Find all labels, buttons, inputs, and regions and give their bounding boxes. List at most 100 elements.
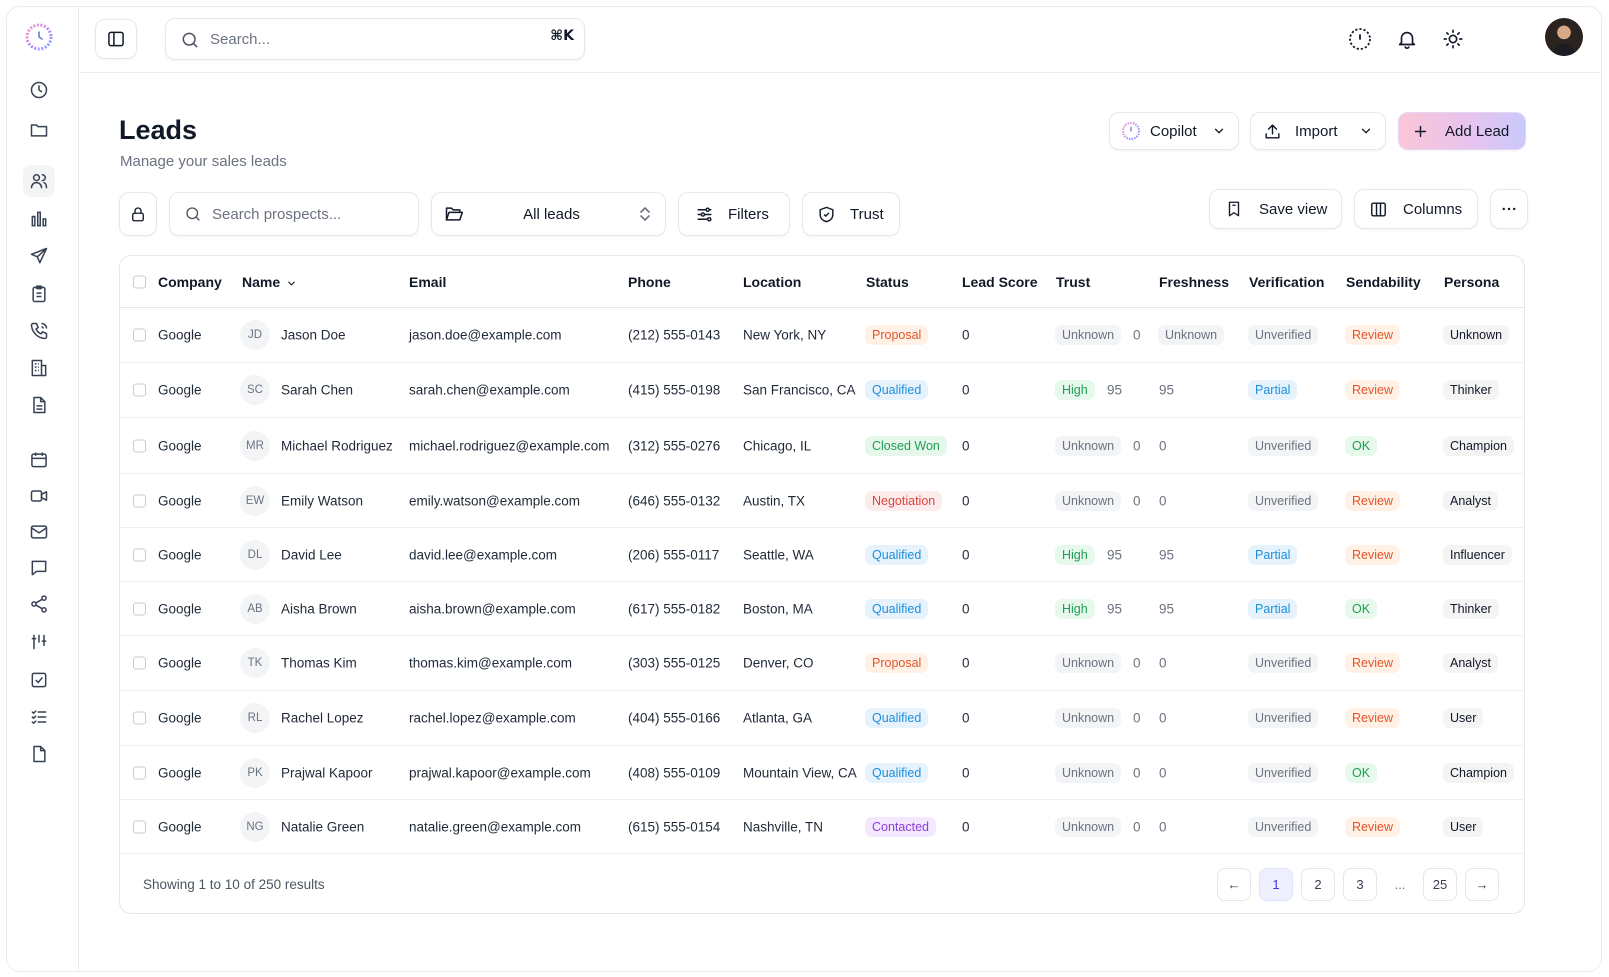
select-all-checkbox[interactable] bbox=[133, 275, 146, 288]
add-lead-button[interactable]: Add Lead bbox=[1398, 112, 1526, 150]
save-view-button[interactable]: Save view bbox=[1209, 189, 1342, 229]
nav-video-icon[interactable] bbox=[23, 480, 55, 512]
next-page-button[interactable]: → bbox=[1465, 868, 1499, 901]
nav-document-icon[interactable] bbox=[23, 389, 55, 421]
global-search-input[interactable] bbox=[210, 27, 510, 51]
cell-name[interactable]: Prajwal Kapoor bbox=[281, 765, 373, 780]
cell-email[interactable]: emily.watson@example.com bbox=[409, 493, 581, 508]
page-3-button[interactable]: 3 bbox=[1343, 868, 1377, 901]
cell-email[interactable]: jason.doe@example.com bbox=[409, 327, 562, 343]
row-checkbox[interactable] bbox=[133, 656, 146, 670]
col-company[interactable]: Company bbox=[158, 274, 222, 290]
cell-email[interactable]: natalie.green@example.com bbox=[409, 819, 582, 834]
cell-email[interactable]: sarah.chen@example.com bbox=[409, 382, 570, 398]
cell-name[interactable]: Jason Doe bbox=[281, 327, 346, 343]
nav-calendar-icon[interactable] bbox=[23, 444, 55, 476]
table-row[interactable]: Google JD Jason Doe jason.doe@example.com (2… bbox=[120, 308, 1524, 363]
verification-badge: Unverified bbox=[1248, 325, 1319, 345]
cell-location: Denver, CO bbox=[743, 655, 814, 671]
col-location[interactable]: Location bbox=[743, 274, 802, 290]
row-checkbox[interactable] bbox=[133, 711, 146, 725]
cell-name[interactable]: Thomas Kim bbox=[281, 655, 357, 671]
cell-email[interactable]: rachel.lopez@example.com bbox=[409, 710, 576, 726]
table-row[interactable]: Google AB Aisha Brown aisha.brown@example.c… bbox=[120, 582, 1524, 636]
sidebar-toggle-button[interactable] bbox=[95, 19, 137, 59]
nav-leads-icon[interactable] bbox=[23, 165, 55, 197]
theme-toggle-sun-icon[interactable] bbox=[1439, 25, 1467, 53]
table-row[interactable]: Google NG Natalie Green natalie.green@examp… bbox=[120, 800, 1524, 854]
cell-email[interactable]: prajwal.kapoor@example.com bbox=[409, 765, 591, 780]
columns-button[interactable]: Columns bbox=[1354, 189, 1478, 229]
more-options-button[interactable] bbox=[1490, 189, 1528, 229]
cell-email[interactable]: thomas.kim@example.com bbox=[409, 655, 573, 671]
trust-filter-button[interactable]: Trust bbox=[802, 192, 900, 236]
nav-list-icon[interactable] bbox=[23, 701, 55, 733]
import-button[interactable]: Import bbox=[1250, 112, 1386, 150]
nav-calls-icon[interactable] bbox=[23, 315, 55, 347]
col-phone[interactable]: Phone bbox=[628, 274, 671, 290]
notifications-bell-icon[interactable] bbox=[1393, 25, 1421, 53]
cell-name[interactable]: Natalie Green bbox=[281, 819, 365, 834]
nav-folder-icon[interactable] bbox=[23, 114, 55, 146]
cell-email[interactable]: aisha.brown@example.com bbox=[409, 601, 576, 616]
app-logo-icon[interactable] bbox=[24, 22, 54, 52]
nav-share-icon[interactable] bbox=[23, 588, 55, 620]
prev-page-button[interactable]: ← bbox=[1217, 868, 1251, 901]
prospect-search[interactable] bbox=[169, 192, 419, 236]
table-row[interactable]: Google MR Michael Rodriguez michael.rodrigu… bbox=[120, 418, 1524, 474]
cell-name[interactable]: Michael Rodriguez bbox=[281, 438, 393, 453]
filters-button[interactable]: Filters bbox=[678, 192, 790, 236]
col-trust[interactable]: Trust bbox=[1056, 274, 1091, 290]
page-1-button[interactable]: 1 bbox=[1259, 868, 1293, 901]
col-lead-score[interactable]: Lead Score bbox=[962, 274, 1038, 290]
nav-mail-icon[interactable] bbox=[23, 516, 55, 548]
row-checkbox[interactable] bbox=[133, 766, 146, 779]
table-row[interactable]: Google PK Prajwal Kapoor prajwal.kapoor@exa… bbox=[120, 746, 1524, 800]
table-row[interactable]: Google DL David Lee david.lee@example.com (2… bbox=[120, 528, 1524, 582]
col-name[interactable]: Name bbox=[242, 274, 297, 290]
page-25-button[interactable]: 25 bbox=[1423, 868, 1457, 901]
col-verification[interactable]: Verification bbox=[1249, 274, 1325, 290]
nav-clipboard-icon[interactable] bbox=[23, 278, 55, 310]
nav-analytics-icon[interactable] bbox=[23, 203, 55, 235]
cell-location: Chicago, IL bbox=[743, 438, 812, 453]
cell-name[interactable]: David Lee bbox=[281, 547, 342, 562]
cell-email[interactable]: david.lee@example.com bbox=[409, 547, 558, 562]
col-persona[interactable]: Persona bbox=[1444, 274, 1500, 290]
nav-tasks-icon[interactable] bbox=[23, 664, 55, 696]
cell-name[interactable]: Rachel Lopez bbox=[281, 710, 364, 726]
nav-pipeline-icon[interactable] bbox=[23, 626, 55, 658]
cell-name[interactable]: Sarah Chen bbox=[281, 382, 354, 398]
prospect-search-input[interactable] bbox=[212, 205, 392, 223]
col-status[interactable]: Status bbox=[866, 274, 909, 290]
cell-name[interactable]: Emily Watson bbox=[281, 493, 364, 508]
table-row[interactable]: Google EW Emily Watson emily.watson@example… bbox=[120, 474, 1524, 528]
row-checkbox[interactable] bbox=[133, 602, 146, 615]
row-checkbox[interactable] bbox=[133, 439, 146, 452]
row-checkbox[interactable] bbox=[133, 494, 146, 507]
global-search[interactable]: ⌘K bbox=[165, 18, 585, 60]
row-checkbox[interactable] bbox=[133, 383, 146, 397]
nav-recent-icon[interactable] bbox=[23, 74, 55, 106]
table-row[interactable]: Google RL Rachel Lopez rachel.lopez@example… bbox=[120, 691, 1524, 746]
col-email[interactable]: Email bbox=[409, 274, 447, 290]
cell-email[interactable]: michael.rodriguez@example.com bbox=[409, 438, 610, 453]
col-freshness[interactable]: Freshness bbox=[1159, 274, 1230, 290]
row-checkbox[interactable] bbox=[133, 820, 146, 833]
nav-send-icon[interactable] bbox=[23, 240, 55, 272]
lock-button[interactable] bbox=[119, 192, 157, 236]
user-avatar[interactable] bbox=[1545, 18, 1583, 56]
copilot-status-icon[interactable] bbox=[1346, 25, 1374, 53]
col-sendability[interactable]: Sendability bbox=[1346, 274, 1421, 290]
nav-file-icon[interactable] bbox=[23, 738, 55, 770]
cell-name[interactable]: Aisha Brown bbox=[281, 601, 357, 616]
table-row[interactable]: Google SC Sarah Chen sarah.chen@example.com… bbox=[120, 363, 1524, 418]
table-row[interactable]: Google TK Thomas Kim thomas.kim@example.com… bbox=[120, 636, 1524, 691]
view-select[interactable]: All leads bbox=[431, 192, 666, 236]
nav-chat-icon[interactable] bbox=[23, 552, 55, 584]
row-checkbox[interactable] bbox=[133, 328, 146, 342]
copilot-button[interactable]: Copilot bbox=[1109, 112, 1239, 150]
nav-companies-icon[interactable] bbox=[23, 352, 55, 384]
page-2-button[interactable]: 2 bbox=[1301, 868, 1335, 901]
row-checkbox[interactable] bbox=[133, 548, 146, 561]
